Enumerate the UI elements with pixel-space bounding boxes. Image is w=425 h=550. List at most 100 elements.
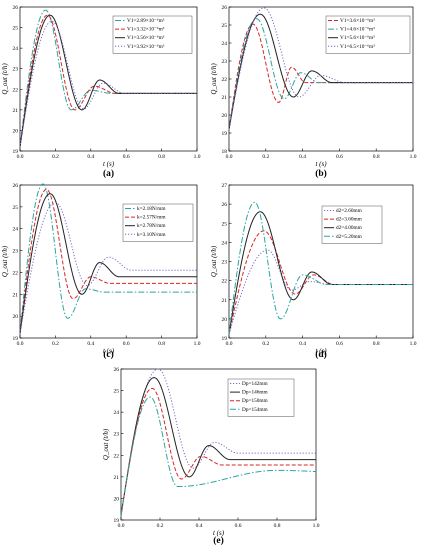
legend-box [112,15,193,54]
legend-label: k=2.78N/mm [137,223,166,229]
x-tick-label: 1.0 [313,523,320,529]
x-tick-label: 0.6 [336,154,343,160]
plot-frame [19,6,198,152]
legend-label: d2=2.60mm [336,208,363,214]
x-tick-label: 0.0 [226,341,233,347]
chart-panel-1: 0.0 0.2 0.4 0.6 0.8 1.0 19 20 21 22 23 24 25 26 t (s) Q… [1,5,201,179]
plot-frame [120,368,317,521]
legend-label: V1=3.6×10⁻⁶m³ [340,18,375,24]
panel-label: (e) [213,535,224,546]
y-tick-label: 26 [114,367,120,373]
y-tick-label: 23 [222,59,228,65]
x-tick-label: 0.6 [123,154,130,160]
series-line-4 [228,7,413,130]
x-tick-label: 0.0 [118,523,125,529]
x-tick-label: 0.4 [299,341,306,347]
series-line-2 [228,230,413,335]
series-line-1 [19,183,197,334]
x-tick-label: 1.0 [410,341,417,347]
legend-box [122,203,194,242]
x-tick-label: 1.0 [194,341,201,347]
x-tick-label: 0.2 [52,341,59,347]
chart-panel-3: 0.0 0.2 0.4 0.6 0.8 1.0 19 20 21 22 23 24 25 26 t (s) Q… [1,183,201,360]
y-tick-label: 24 [13,227,19,233]
x-tick-label: 0.0 [17,341,24,347]
series-line-4 [19,20,197,147]
x-tick-label: 0.0 [17,154,24,160]
y-tick-label: 26 [222,202,228,208]
x-tick-label: 1.0 [410,154,417,160]
y-tick-label: 19 [13,336,19,342]
x-tick-label: 0.4 [87,341,94,347]
y-tick-label: 21 [222,298,228,304]
x-tick-label: 0.6 [336,341,343,347]
series-line-1 [228,249,413,335]
y-axis-label: Q_out (t/h) [102,428,110,460]
y-axis-label: Q_out (t/h) [1,245,9,277]
legend-label: k=2.57N/mm [137,215,166,221]
x-tick-label: 0.4 [87,154,94,160]
legend-label: V1=6.5×10⁻⁶m³ [340,44,375,50]
y-tick-label: 19 [222,336,228,342]
x-axis-label: t (s) [103,160,115,168]
x-tick-label: 0.2 [262,154,269,160]
x-axis-label: t (s) [315,347,327,355]
legend-label: d2=3.60mm [336,217,363,223]
chart-panel-5: 0.0 0.2 0.4 0.6 0.8 1.0 19 20 21 22 23 24 25 26 t (s) Q… [102,367,320,546]
y-tick-label: 24 [222,41,228,47]
y-tick-label: 21 [13,292,19,298]
x-tick-label: 0.8 [274,523,281,529]
legend: Dp=142mm Dp=146mm Dp=150mm Dp=154mm [227,378,295,417]
series-line-1 [120,368,316,516]
y-tick-label: 20 [114,496,120,502]
y-axis-label: Q_out (t/h) [1,63,9,95]
y-axis-label: Q_out (t/h) [210,245,218,277]
chart-panel-2: 0.0 0.2 0.4 0.6 0.8 1.0 18 19 20 21 22 23 24 25 26 t (s… [210,5,417,179]
legend-label: Dp=150mm [242,398,269,404]
y-tick-label: 25 [222,221,228,227]
legend-label: Dp=146mm [242,390,269,396]
legend-label: k=3.10N/mm [137,232,166,238]
plot-frame [228,184,414,339]
x-tick-label: 0.8 [158,341,165,347]
legend-box [325,15,411,54]
legend: d2=2.60mm d2=3.60mm d2=4.00mm d2=5.20mm [321,205,383,244]
series-line-3 [19,193,197,334]
legend: V1=2.89×10⁻⁶m³ V1=3.32×10⁻⁶m³ V1=3.56×10⁻⁶… [112,15,193,54]
series-line-4 [120,396,317,516]
y-tick-label: 21 [114,475,120,481]
y-tick-label: 22 [13,87,19,93]
y-tick-label: 19 [222,131,228,137]
y-tick-label: 22 [13,270,19,276]
legend-box [227,378,295,417]
legend: k=2.18N/mm k=2.57N/mm k=2.78N/mm k=3.10N/mm [122,203,194,242]
y-tick-label: 26 [13,5,19,11]
series-line-2 [120,377,316,516]
legend-label: V1=3.92×10⁻⁶m³ [127,44,165,50]
x-tick-label: 0.2 [262,341,269,347]
y-tick-label: 24 [222,240,228,246]
y-tick-label: 26 [222,5,228,11]
legend-label: d2=5.20mm [336,234,363,240]
y-tick-label: 26 [13,183,19,189]
y-tick-label: 27 [222,183,228,189]
x-tick-label: 0.6 [123,341,130,347]
legend-box [321,205,383,244]
y-tick-label: 20 [13,128,19,134]
y-tick-label: 25 [13,205,19,211]
chart-panel-4: 0.0 0.2 0.4 0.6 0.8 1.0 19 20 21 22 23 24 25 26 27 t (s… [210,183,417,360]
y-tick-label: 19 [13,149,19,155]
y-tick-label: 21 [222,95,228,101]
x-tick-label: 0.4 [299,154,306,160]
legend: V1=3.6×10⁻⁶m³ V1=4.6×10⁻⁶m³ V1=5.6×10⁻⁶m³ V… [325,15,411,54]
y-tick-label: 22 [222,279,228,285]
x-axis-label: t (s) [315,160,327,168]
series-line-2 [19,188,197,334]
y-tick-label: 20 [13,314,19,320]
panel-label: (c) [103,349,114,360]
y-tick-label: 22 [114,453,120,459]
y-tick-label: 25 [222,23,228,29]
series-line-4 [228,201,413,335]
y-tick-label: 24 [13,46,19,52]
legend-label: V1=5.6×10⁻⁶m³ [340,35,375,41]
